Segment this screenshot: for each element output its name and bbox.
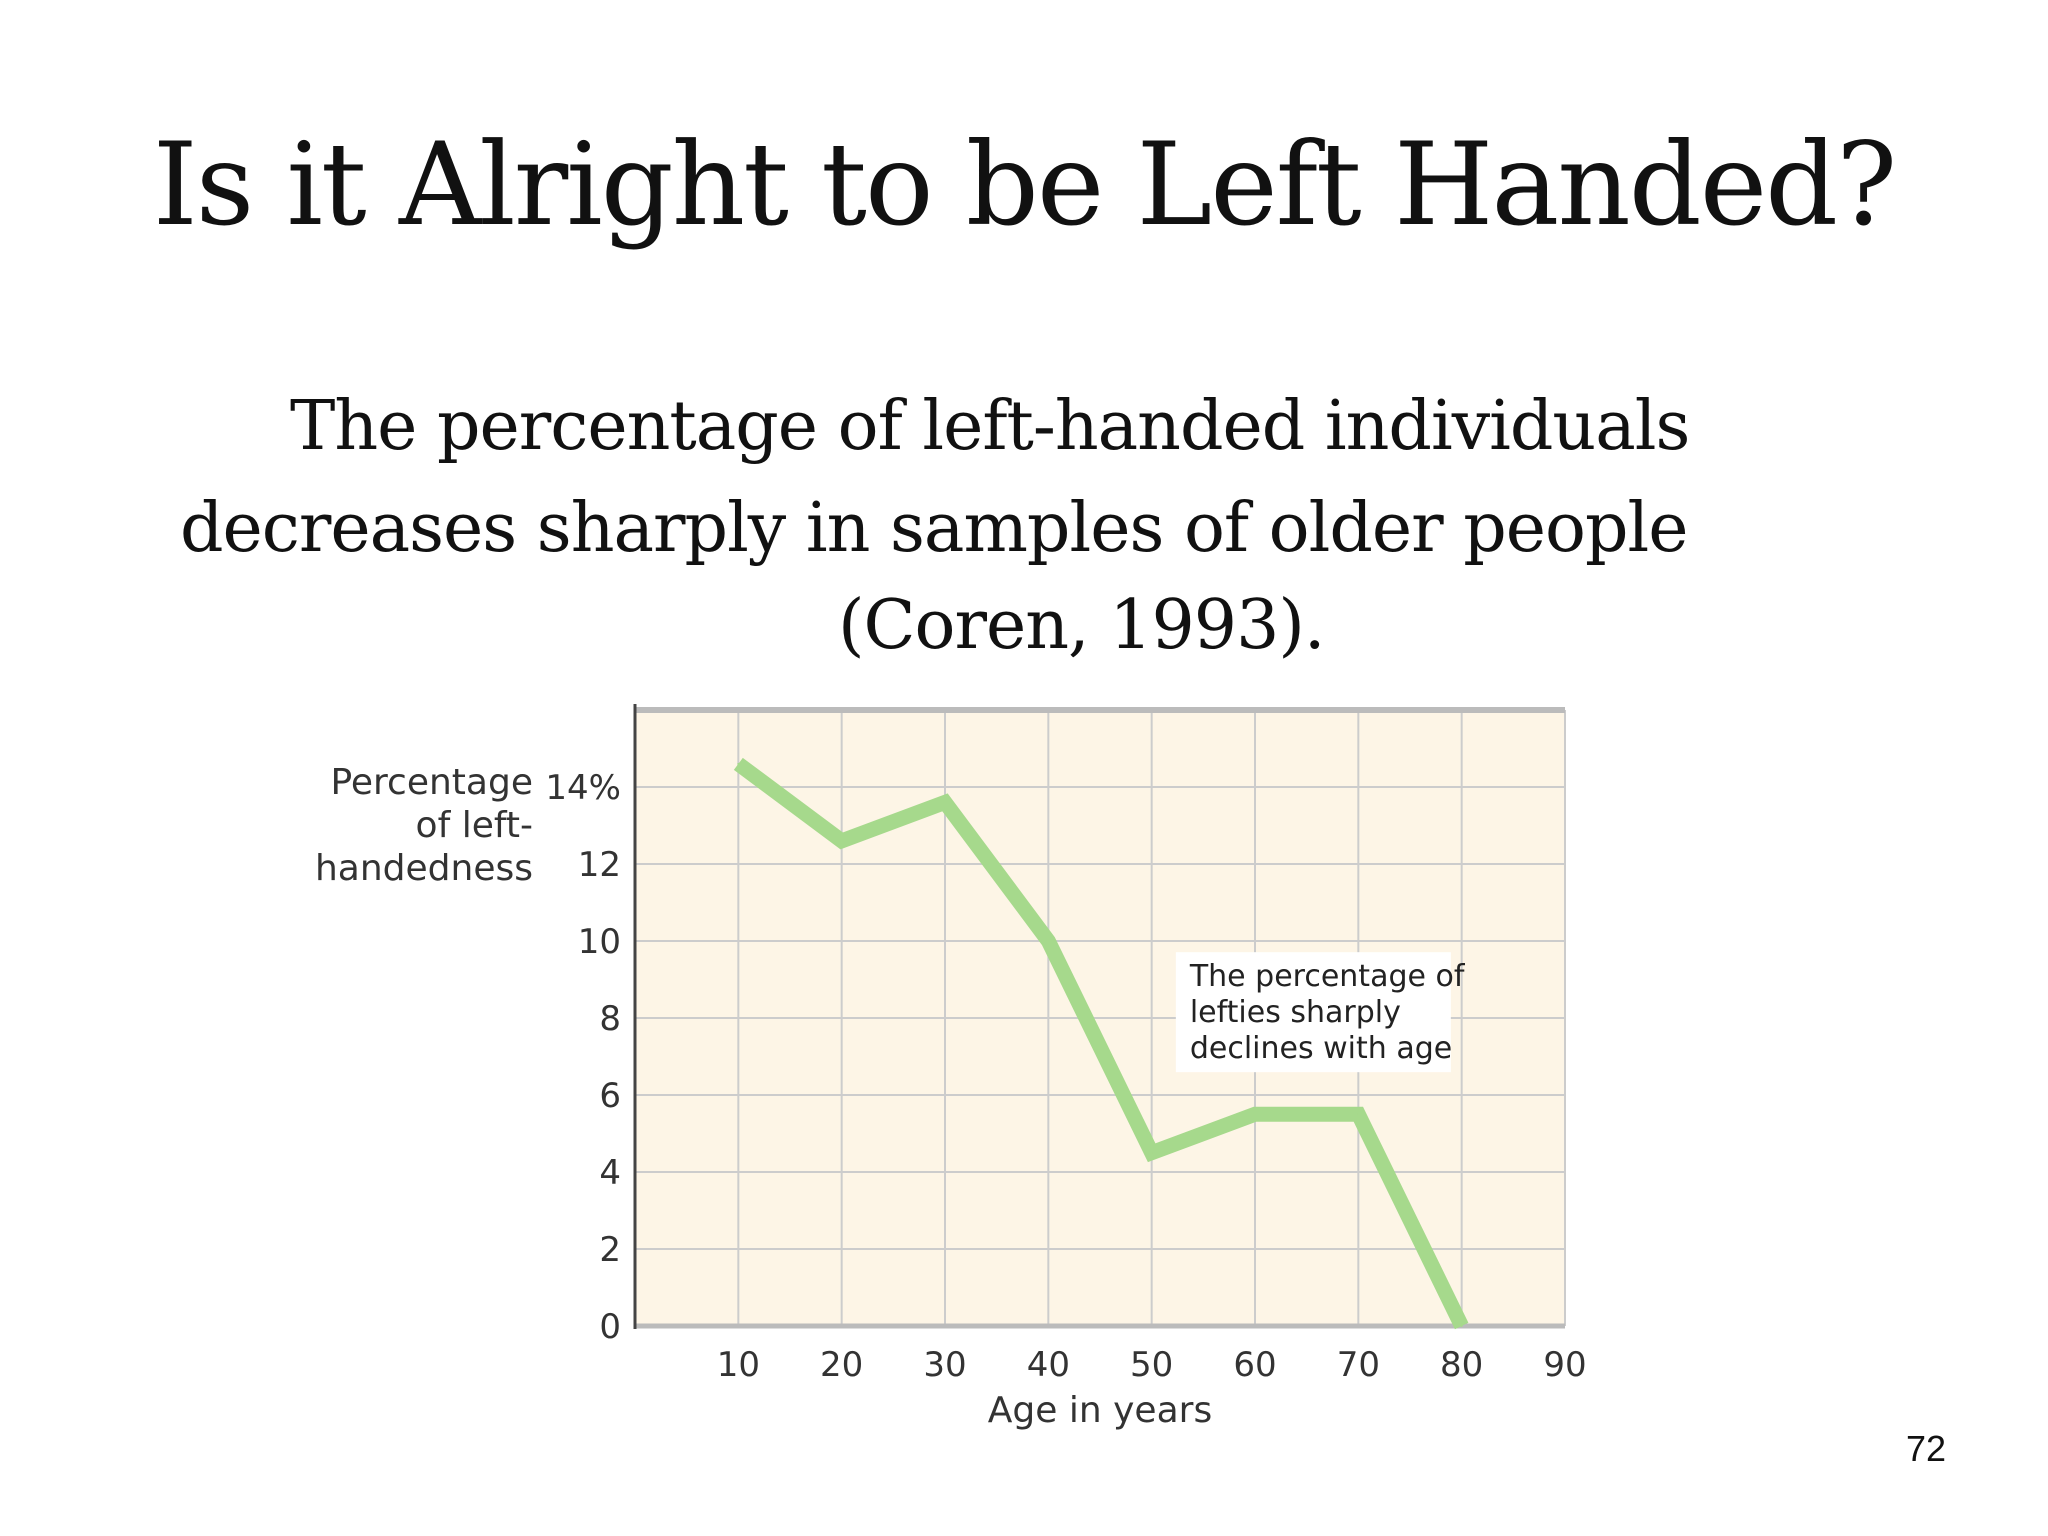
x-tick-label-20: 20: [820, 1345, 863, 1385]
left-handedness-chart: 0 2 4 6 8 10 12 14% 10 20 30 40 50 60 70 80 90 Age in yea…: [315, 704, 1587, 1430]
y-tick-label-4: 4: [599, 1153, 621, 1193]
y-tick-label-14: 14%: [545, 768, 621, 808]
data-point-50: [1150, 1151, 1153, 1154]
subtitle-line-2: decreases sharply in samples of older pe…: [180, 489, 1688, 568]
data-point-20: [840, 839, 843, 842]
y-axis-label-line-2: of left-: [416, 805, 533, 846]
y-axis-label-line-3: handedness: [315, 848, 533, 889]
y-tick-label-6: 6: [599, 1076, 621, 1116]
annotation-box: [1175, 952, 1451, 1073]
x-tick-label-50: 50: [1130, 1345, 1173, 1385]
y-tick-label-12: 12: [578, 845, 621, 885]
x-tick-label-90: 90: [1543, 1345, 1586, 1385]
x-axis-label: Age in years: [988, 1390, 1212, 1430]
y-tick-label-2: 2: [599, 1230, 621, 1270]
slide-title: Is it Alright to be Left Handed?: [152, 118, 1898, 251]
page-number: 72: [1905, 1428, 1946, 1469]
data-point-80: [1460, 1325, 1463, 1327]
data-point-60: [1254, 1113, 1256, 1116]
annotation-line-3: declines with age: [1190, 1031, 1452, 1066]
data-point-30: [944, 801, 946, 804]
y-tick-label-10: 10: [578, 922, 621, 962]
annotation-line-2: lefties sharply: [1190, 995, 1401, 1030]
x-tick-label-80: 80: [1440, 1345, 1483, 1385]
data-point-40: [1047, 940, 1050, 942]
data-point-70: [1357, 1113, 1360, 1116]
y-tick-label-0: 0: [599, 1307, 621, 1347]
x-tick-label-40: 40: [1027, 1345, 1070, 1385]
y-axis-label-line-1: Percentage: [330, 762, 533, 803]
x-tick-label-60: 60: [1233, 1345, 1276, 1385]
data-point-10: [737, 762, 740, 765]
x-tick-label-70: 70: [1337, 1345, 1380, 1385]
series-line: [733, 757, 1469, 1330]
y-tick-label-8: 8: [599, 999, 621, 1039]
x-tick-label-10: 10: [717, 1345, 760, 1385]
x-tick-label-30: 30: [923, 1345, 966, 1385]
annotation-line-1: The percentage of: [1189, 959, 1466, 994]
subtitle-line-3: (Coren, 1993).: [838, 586, 1325, 665]
subtitle-line-1: The percentage of left-handed individual…: [290, 387, 1690, 466]
